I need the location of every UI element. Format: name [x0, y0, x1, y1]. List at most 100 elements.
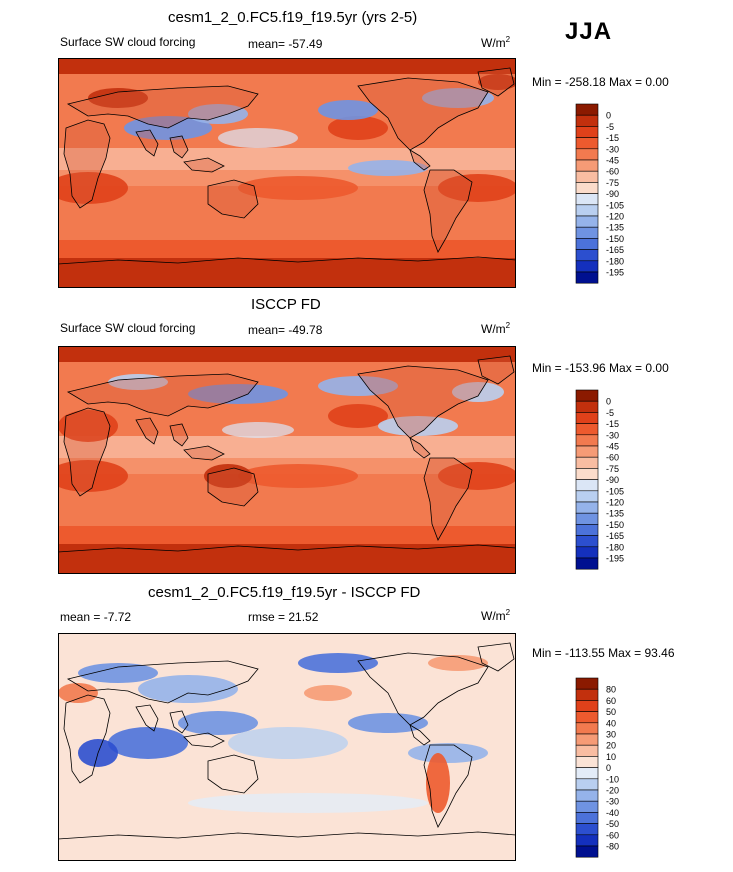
- colorbar-tick-label: 0: [606, 763, 611, 773]
- coastline: [183, 157, 225, 173]
- field-contour: [304, 685, 352, 701]
- colorbar-tick-label: 50: [606, 707, 616, 717]
- coastline: [58, 256, 516, 265]
- colorbar-swatch: [575, 677, 599, 690]
- colorbar-tick-label: -5: [606, 408, 614, 418]
- colorbar-swatch: [575, 204, 599, 217]
- colorbar-tick-label: -50: [606, 819, 619, 829]
- colorbar-swatch: [575, 159, 599, 172]
- colorbar-swatch: [575, 557, 599, 570]
- field-contour: [58, 172, 128, 204]
- colorbar-swatch: [575, 226, 599, 239]
- field-contour: [238, 464, 358, 488]
- coastline: [63, 407, 111, 497]
- coastline: [357, 77, 489, 151]
- panel3-title: cesm1_2_0.FC5.f19_f19.5yr - ISCCP FD: [148, 584, 421, 601]
- coastline: [357, 652, 489, 726]
- colorbar-tick-label: -5: [606, 122, 614, 132]
- colorbar-swatch: [575, 193, 599, 206]
- panel1-minmax: Min = -258.18 Max = 0.00: [532, 75, 669, 89]
- colorbar-tick-label: -75: [606, 464, 619, 474]
- colorbar-swatch: [575, 170, 599, 183]
- colorbar-swatch: [575, 126, 599, 138]
- coastline: [63, 119, 111, 209]
- map-frame: [58, 633, 516, 861]
- colorbar-tick-label: -45: [606, 442, 619, 452]
- colorbar-swatch: [575, 733, 599, 746]
- field-contour: [58, 58, 516, 74]
- field-contour: [452, 382, 504, 402]
- coastline: [423, 744, 473, 828]
- field-contour: [188, 104, 248, 124]
- field-contour: [58, 258, 516, 288]
- colorbar-tick-label: -60: [606, 167, 619, 177]
- colorbar-tick-label: -80: [606, 842, 619, 852]
- colorbar-tick-label: -30: [606, 797, 619, 807]
- colorbar-tick-label: -90: [606, 189, 619, 199]
- field-contour: [378, 416, 458, 436]
- colorbar-tick-label: -120: [606, 212, 624, 222]
- field-contour: [238, 176, 358, 200]
- coastline: [477, 355, 515, 385]
- field-contour: [222, 422, 294, 438]
- field-contour: [138, 675, 238, 703]
- field-contour: [78, 663, 158, 683]
- colorbar-swatch: [575, 479, 599, 492]
- colorbar-swatch: [575, 789, 599, 802]
- field-contour: [108, 727, 188, 759]
- colorbar-swatch: [575, 148, 599, 161]
- field-contour: [478, 74, 516, 90]
- colorbar-tick-label: 10: [606, 752, 616, 762]
- field-contour: [318, 376, 398, 396]
- field-contour: [58, 346, 516, 362]
- colorbar-swatch: [575, 688, 599, 701]
- panel3-units: W/m2: [481, 608, 511, 623]
- colorbar-tick-label: -195: [606, 554, 624, 564]
- colorbar-swatch: [575, 812, 599, 824]
- coastline: [357, 365, 489, 439]
- colorbar-swatch: [575, 389, 599, 402]
- coastline: [207, 467, 259, 507]
- colorbar-swatch: [575, 445, 599, 458]
- panel3-rmse-label: rmse = 21.52: [248, 610, 319, 624]
- colorbar-swatch: [575, 700, 599, 712]
- colorbar-swatch: [575, 490, 599, 503]
- panel1-colorbar: 0-5-15-30 -45-60-75-90-105 -120-135-150-16…: [575, 103, 624, 284]
- colorbar-swatch: [575, 137, 599, 150]
- colorbar-swatch: [575, 722, 599, 735]
- coastline: [58, 544, 516, 553]
- colorbar-swatch: [575, 767, 599, 780]
- field-contour: [298, 653, 378, 673]
- colorbar-swatch: [575, 182, 599, 194]
- coastline: [409, 149, 431, 171]
- colorbar-tick-label: 0: [606, 111, 611, 121]
- colorbar-swatch: [575, 546, 599, 559]
- field-contour: [228, 727, 348, 759]
- panel2-variable-label: Surface SW cloud forcing: [60, 321, 196, 335]
- colorbar-swatch: [575, 468, 599, 480]
- field-contour: [188, 384, 288, 404]
- colorbar-swatch: [575, 412, 599, 424]
- coastline: [66, 660, 259, 704]
- colorbar-tick-label: -90: [606, 475, 619, 485]
- colorbar-swatch: [575, 535, 599, 548]
- panel3-minmax: Min = -113.55 Max = 93.46: [532, 646, 675, 660]
- colorbar-tick-label: -195: [606, 268, 624, 278]
- panel2-units: W/m2: [481, 321, 511, 336]
- colorbar-swatch: [575, 423, 599, 436]
- colorbar-swatch: [575, 823, 599, 836]
- field-contour: [438, 462, 516, 490]
- colorbar-tick-label: -60: [606, 453, 619, 463]
- coastline: [409, 724, 431, 746]
- field-contour: [58, 460, 128, 492]
- panel1-mean-label: mean= -57.49: [248, 37, 323, 51]
- colorbar-swatch: [575, 114, 599, 127]
- season-label: JJA: [565, 18, 613, 45]
- colorbar-swatch: [575, 524, 599, 536]
- colorbar-swatch: [575, 260, 599, 273]
- field-contour: [178, 711, 258, 735]
- colorbar-tick-label: -10: [606, 774, 619, 784]
- field-contour: [88, 88, 148, 108]
- coastline: [409, 437, 431, 459]
- colorbar-swatch: [575, 512, 599, 525]
